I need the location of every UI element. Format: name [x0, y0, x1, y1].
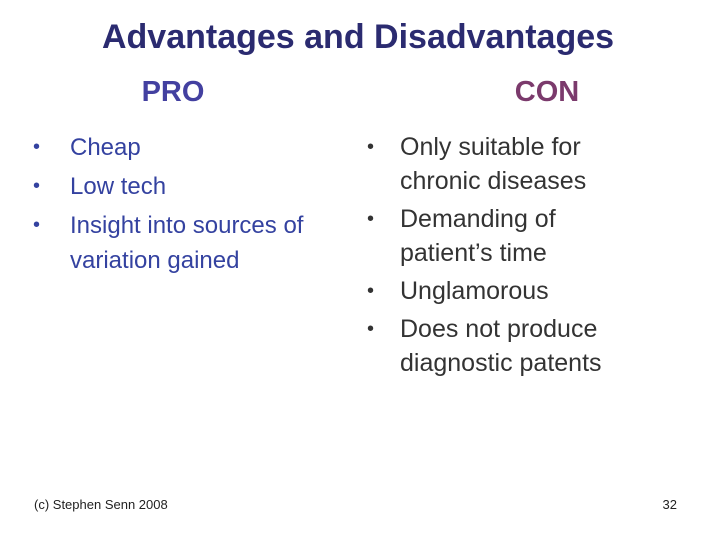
footer-credit: (c) Stephen Senn 2008 [34, 497, 168, 512]
pro-item: Cheap [33, 130, 342, 165]
con-list: Only suitable for chronic diseasesDemand… [367, 130, 636, 384]
pro-heading: PRO [141, 76, 205, 108]
con-item: Demanding of patient’s time [367, 202, 636, 270]
pro-list: Cheap Low tech Insight into sources of var… [33, 130, 342, 282]
pro-item: Insight into sources of variation gained [33, 208, 342, 278]
con-item: Does not produce diagnostic patents [367, 312, 636, 380]
con-heading: CON [514, 76, 580, 108]
con-item: Unglamorous [367, 274, 636, 308]
pro-item: Low tech [33, 169, 342, 204]
page-number: 32 [662, 497, 677, 512]
slide-title: Advantages and Disadvantages [101, 18, 615, 56]
con-item: Only suitable for chronic diseases [367, 130, 636, 198]
